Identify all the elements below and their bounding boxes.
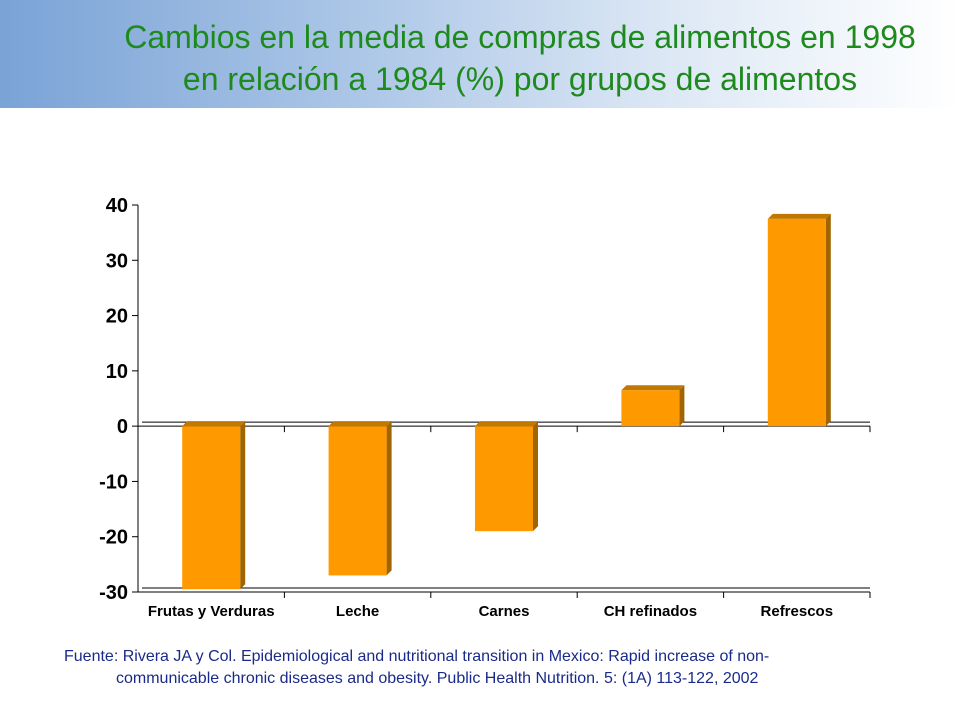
- bar-top: [182, 421, 246, 427]
- bar-side: [533, 421, 538, 532]
- y-tick-label: -10: [99, 471, 128, 493]
- y-tick-label: -30: [99, 582, 128, 604]
- title-banner: [0, 0, 960, 108]
- bar-side: [240, 421, 246, 590]
- x-tick-label: Leche: [336, 603, 379, 620]
- bar: [328, 426, 387, 576]
- bar: [621, 390, 680, 427]
- bar: [182, 426, 241, 590]
- chart-title: Cambios en la media de compras de alimen…: [124, 19, 916, 97]
- x-tick-label: CH refinados: [604, 603, 697, 620]
- bar: [475, 426, 533, 532]
- bar-side: [386, 421, 392, 576]
- bar-top: [475, 421, 538, 427]
- x-tick-label: Carnes: [479, 603, 530, 620]
- bar-chart: 40 30 20 10 0 -10 -20 -30 Frutas y Verduras Leche…: [99, 195, 871, 620]
- x-tick-label: Frutas y Verduras: [148, 603, 275, 620]
- bar-side: [679, 385, 685, 427]
- source-citation: Fuente: Rivera JA y Col. Epidemiological…: [64, 646, 924, 690]
- y-tick-label: 0: [117, 416, 128, 438]
- y-tick-label: 40: [106, 195, 128, 217]
- bar-top: [767, 213, 831, 219]
- bar-side: [825, 213, 831, 427]
- source-line-2: communicable chronic diseases and obesit…: [116, 670, 759, 687]
- y-tick-label: 10: [106, 361, 128, 383]
- bar: [767, 218, 826, 427]
- y-tick-label: 30: [106, 250, 128, 272]
- x-tick-label: Refrescos: [761, 603, 834, 620]
- bar-top: [621, 385, 685, 391]
- y-tick-label: 20: [106, 306, 128, 328]
- y-tick-label: -20: [99, 527, 128, 549]
- source-line-1: Fuente: Rivera JA y Col. Epidemiological…: [64, 648, 770, 665]
- bar-top: [328, 421, 392, 427]
